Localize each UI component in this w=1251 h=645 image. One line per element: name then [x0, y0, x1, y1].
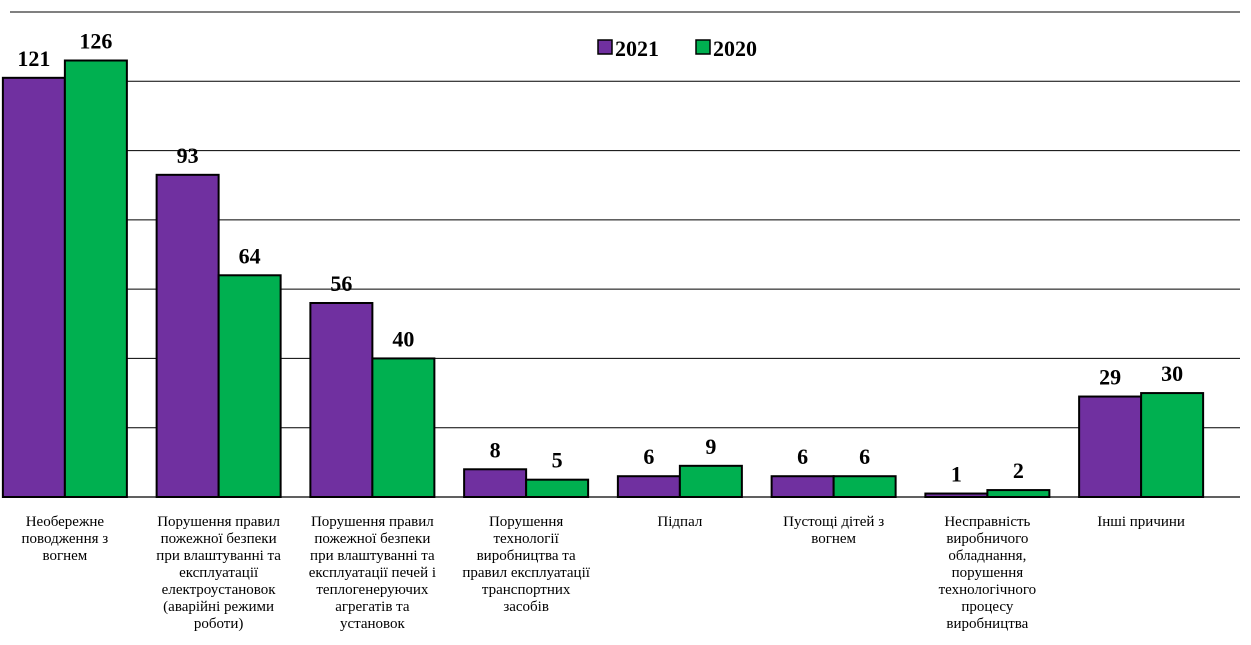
- category-label-1: Необережне поводження з вогнем: [22, 514, 109, 564]
- bar-2020-4: [525, 478, 590, 498]
- category-label-4: Порушення технології виробництва та правил …: [462, 514, 590, 615]
- value-label-2020-6: 6: [859, 444, 870, 469]
- bar-2021-5: [616, 475, 681, 499]
- value-label-2021-7: 1: [951, 462, 962, 487]
- bars: [1, 59, 1205, 499]
- bar-2020-3: [371, 357, 436, 498]
- legend-swatch-2021: [597, 39, 613, 55]
- value-label-2020-1: 126: [79, 29, 112, 54]
- value-label-2021-3: 56: [330, 271, 352, 296]
- bar-2021-2: [155, 173, 220, 498]
- value-label-2020-4: 5: [552, 448, 563, 473]
- value-label-2020-8: 30: [1161, 361, 1183, 386]
- bar-2021-6: [770, 475, 835, 499]
- category-label-8: Інші причини: [1097, 514, 1185, 530]
- value-label-2021-6: 6: [797, 444, 808, 469]
- value-label-2021-8: 29: [1099, 365, 1121, 390]
- legend-label-2021: 2021: [615, 36, 659, 61]
- category-labels: Необережне поводження з вогнем Порушення пр…: [22, 514, 1185, 632]
- legend-swatch-2020: [695, 39, 711, 55]
- value-label-2021-5: 6: [643, 444, 654, 469]
- category-label-6: Пустощі дітей з вогнем: [783, 514, 884, 547]
- bar-2020-5: [678, 464, 743, 499]
- bar-2021-7: [924, 492, 989, 498]
- bar-2020-7: [986, 489, 1051, 499]
- bar-2020-8: [1140, 392, 1205, 499]
- category-label-3: Порушення правил пожежної безпеки при влаш…: [309, 514, 436, 632]
- value-label-2020-2: 64: [239, 243, 261, 268]
- value-label-2021-1: 121: [17, 46, 50, 71]
- value-label-2021-2: 93: [177, 143, 199, 168]
- category-label-7: Несправність виробничого обладнання, поруше…: [939, 514, 1037, 632]
- category-label-2: Порушення правил пожежної безпеки при влаш…: [156, 514, 281, 632]
- value-label-2020-5: 9: [705, 434, 716, 459]
- legend-label-2020: 2020: [713, 36, 757, 61]
- category-label-5: Підпал: [657, 514, 702, 530]
- bar-2021-4: [463, 468, 528, 498]
- bar-2020-2: [217, 274, 282, 498]
- value-label-2020-7: 2: [1013, 458, 1024, 483]
- bar-2021-3: [309, 302, 374, 498]
- value-label-2021-4: 8: [490, 437, 501, 462]
- bar-2021-1: [1, 76, 66, 498]
- bar-2021-8: [1078, 395, 1143, 498]
- bar-2020-1: [63, 59, 128, 498]
- legend: 2021 2020: [597, 36, 757, 61]
- value-label-2020-3: 40: [392, 326, 414, 351]
- bar-2020-6: [832, 475, 897, 499]
